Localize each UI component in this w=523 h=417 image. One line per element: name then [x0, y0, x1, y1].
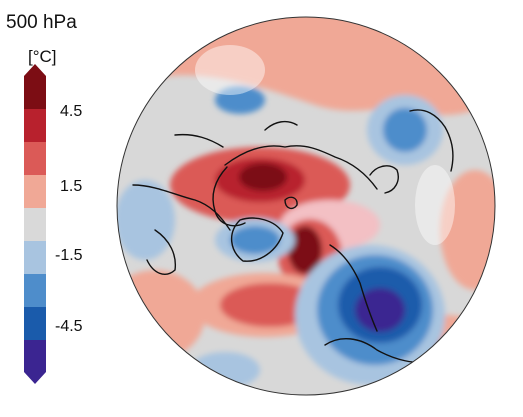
shading-overlay-top	[195, 45, 265, 95]
colorbar-bin-6	[24, 241, 46, 274]
colorbar-tick-label-1.5: 1.5	[60, 178, 83, 195]
negative-anomaly-upper-right	[383, 108, 427, 152]
colorbar-bottom-cap	[24, 372, 46, 384]
colorbar-bin-1	[24, 76, 46, 109]
colorbar-unit-label: [°C]	[28, 47, 57, 66]
colorbar-bin-9	[24, 340, 46, 372]
positive-anomaly-pacific-inner	[220, 283, 320, 327]
negative-anomaly-greenland	[230, 226, 280, 254]
negative-anomaly-west-canada	[117, 180, 175, 260]
negative-anomaly-bottom-left	[190, 352, 260, 388]
colorbar	[24, 64, 46, 384]
colorbar-bin-2	[24, 109, 46, 142]
coastline-north-america-west	[174, 133, 224, 148]
coastline-canada	[132, 184, 231, 231]
coastline-east-rim	[409, 109, 454, 172]
coastline-alaska	[264, 120, 298, 131]
map-border	[116, 16, 496, 396]
positive-anomaly-pole-core	[288, 226, 322, 274]
coastline-greenland	[231, 217, 284, 262]
colorbar-bin-4	[24, 175, 46, 208]
negative-anomaly-top-left	[215, 86, 265, 114]
colorbar-bin-3	[24, 142, 46, 175]
polar-anomaly-map	[116, 16, 496, 396]
coastline-arctic-islands	[284, 196, 298, 210]
coastline-scandinavia	[329, 244, 378, 332]
shading-overlay-right	[415, 165, 455, 245]
coastline-hudson	[146, 229, 177, 275]
negative-anomaly-europe-core	[355, 288, 405, 332]
coastline-kamchatka	[369, 165, 399, 194]
positive-anomaly-bottom-right-core	[430, 335, 490, 385]
colorbar-tick-label-minus-1.5: -1.5	[55, 247, 83, 264]
colorbar-bin-7	[24, 274, 46, 307]
colorbar-bin-8	[24, 307, 46, 340]
colorbar-tick-label-minus-4.5: -4.5	[55, 318, 83, 335]
coastline-siberia	[224, 145, 378, 190]
colorbar-top-cap	[24, 64, 46, 76]
colorbar-tick-label-4.5: 4.5	[60, 103, 83, 120]
pressure-level-title: 500 hPa	[6, 12, 77, 33]
positive-anomaly-siberia-core	[239, 163, 287, 191]
colorbar-bin-5	[24, 208, 46, 241]
